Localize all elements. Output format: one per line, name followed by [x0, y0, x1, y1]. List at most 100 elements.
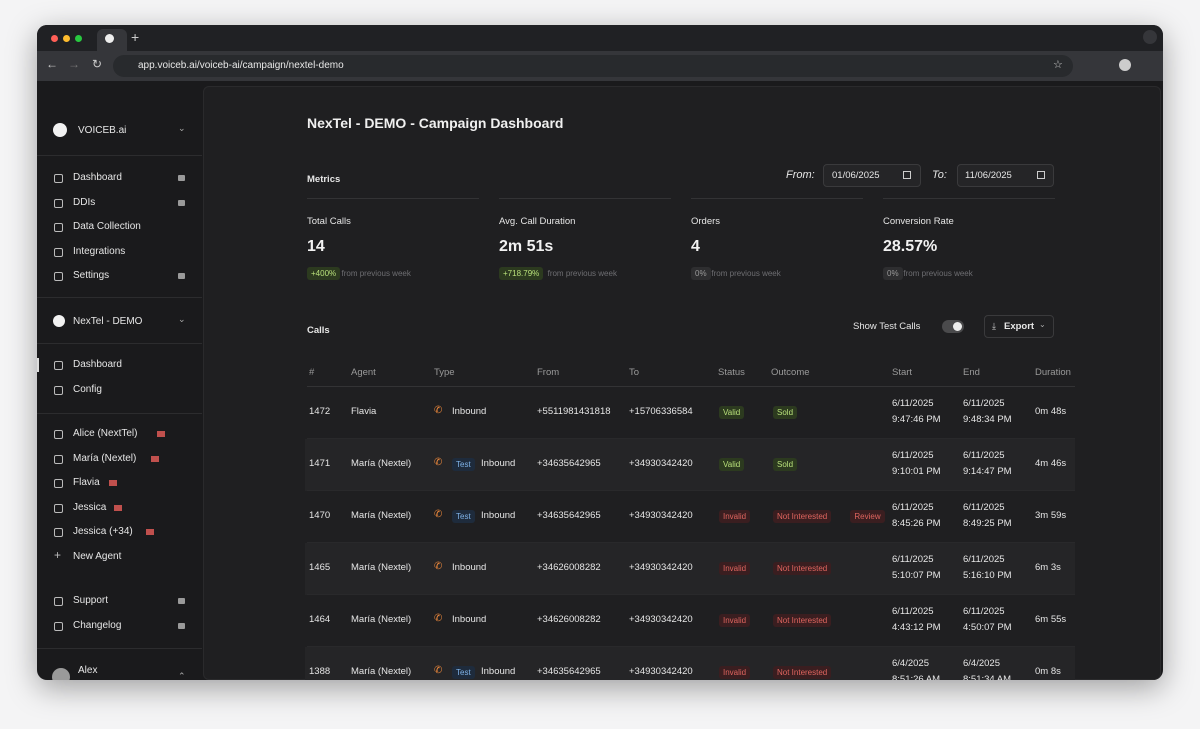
profile-avatar[interactable] [1119, 59, 1131, 71]
end-date: 6/11/2025 [963, 554, 1005, 565]
duration: 4m 46s [1035, 458, 1067, 469]
agent: María (Nextel) [351, 666, 412, 677]
test-badge: Test [452, 510, 475, 523]
end-date: 6/11/2025 [963, 398, 1005, 409]
address-bar[interactable] [113, 55, 1073, 77]
chevron: ⌄ [1039, 320, 1046, 329]
nav-item[interactable]: DDIs [73, 196, 96, 208]
browser-window: + ← → ↻ app.voiceb.ai/voiceb-ai/campaign… [37, 25, 1163, 680]
end-time: 5:16:10 PM [963, 570, 1012, 581]
nav-item[interactable]: Settings [73, 270, 110, 282]
nav-item[interactable]: Data Collection [73, 221, 141, 233]
column-header: Type [434, 367, 455, 378]
column-header: Duration [1035, 367, 1071, 378]
to-number: +34930342420 [629, 562, 693, 573]
toggle-label: Show Test Calls [853, 321, 921, 332]
active-indicator [37, 358, 39, 372]
row-border [307, 542, 1075, 543]
footer-nav-item[interactable]: Support [73, 595, 109, 606]
calendar-icon [903, 171, 911, 179]
agent-item[interactable]: Flavia [73, 477, 100, 489]
agent: María (Nextel) [351, 614, 412, 625]
metric-divider [883, 198, 1055, 199]
tab-bar [37, 25, 1163, 51]
date-value: 11/06/2025 [965, 170, 1012, 181]
new-tab-button[interactable]: + [131, 29, 140, 45]
agent-item[interactable]: María (Nextel) [73, 452, 137, 464]
row-border [307, 646, 1075, 647]
close-button[interactable] [51, 35, 58, 42]
to-number: +34930342420 [629, 458, 693, 469]
project-nav-item[interactable]: Dashboard [73, 359, 122, 370]
phone-icon: ✆ [434, 457, 443, 468]
column-header: Status [718, 367, 745, 378]
row-background [305, 439, 1075, 491]
project-nav-item[interactable]: Config [73, 383, 102, 395]
to-number: +34930342420 [629, 510, 693, 521]
page-title: NexTel - DEMO - Campaign Dashboard [307, 115, 564, 131]
call-id: 1464 [309, 614, 331, 625]
download-icon: ⤓ [992, 321, 996, 331]
nav-icon [54, 198, 63, 208]
agent: María (Nextel) [351, 562, 412, 573]
nav-item[interactable]: Integrations [73, 245, 126, 257]
toggle-knob [953, 322, 962, 331]
calendar-icon [1037, 171, 1045, 179]
duration: 6m 3s [1035, 562, 1061, 573]
reload-button[interactable]: ↻ [92, 57, 103, 71]
to-number: +34930342420 [629, 614, 693, 625]
maximize-button[interactable] [75, 35, 82, 42]
minimize-button[interactable] [63, 35, 70, 42]
row-border [307, 594, 1075, 595]
metric-change: 0% [691, 267, 711, 280]
forward-button[interactable]: → [68, 57, 80, 71]
agent-item[interactable]: Jessica [73, 501, 107, 513]
metric-divider [499, 198, 671, 199]
phone-icon: ✆ [434, 509, 443, 520]
agent-item[interactable]: Alice (NextTel) [73, 428, 138, 439]
outcome-badge: Review [850, 510, 885, 523]
call-id: 1388 [309, 666, 331, 677]
lock-icon [178, 199, 185, 206]
start-date: 6/11/2025 [892, 554, 934, 565]
export-label: Export [1004, 321, 1035, 332]
outcome-badge: Not Interested [773, 562, 832, 575]
phone-icon: ✆ [434, 613, 443, 624]
new-agent[interactable]: New Agent [73, 551, 122, 562]
back-button[interactable]: ← [46, 57, 58, 71]
metric-label: Conversion Rate [883, 216, 954, 227]
org-name[interactable]: VOICEB.ai [78, 125, 127, 136]
start-time: 8:45:26 PM [892, 518, 941, 529]
status-badge: Valid [719, 458, 745, 471]
flag [145, 529, 154, 536]
project-name[interactable]: NexTel - DEMO [73, 316, 143, 327]
agent: María (Nextel) [351, 458, 412, 469]
metric-note: from previous week [711, 269, 781, 278]
duration: 0m 48s [1035, 406, 1067, 417]
duration: 6m 55s [1035, 614, 1067, 625]
date-input[interactable] [957, 164, 1054, 187]
from-number: +34626008282 [537, 614, 601, 625]
main-content: NexTel - DEMO - Campaign Dashboard Metric… [37, 25, 1163, 680]
outcome-badge: Not Interested [773, 614, 832, 627]
metric-value: 14 [307, 238, 325, 255]
divider [37, 297, 202, 298]
nav-item[interactable]: Dashboard [73, 172, 122, 183]
export-button[interactable] [984, 315, 1054, 338]
phone-icon: ✆ [434, 405, 443, 416]
status-badge: Invalid [719, 614, 751, 627]
flag [156, 431, 165, 437]
date-input[interactable] [823, 164, 921, 187]
test-badge: Test [452, 666, 475, 679]
status-badge: Invalid [719, 666, 751, 679]
start-time: 9:47:46 PM [892, 414, 941, 425]
bookmark-star[interactable]: ☆ [1053, 59, 1063, 71]
agent-item[interactable]: Jessica (+34) [73, 526, 133, 538]
section-label: Calls [307, 325, 330, 336]
outcome-badge: Sold [773, 458, 798, 471]
nav-icon [54, 454, 63, 464]
metric-label: Total Calls [307, 216, 351, 227]
footer-nav-item[interactable]: Changelog [73, 619, 122, 631]
tab-menu[interactable] [1143, 30, 1157, 44]
outcome-badge: Not Interested [773, 666, 832, 679]
